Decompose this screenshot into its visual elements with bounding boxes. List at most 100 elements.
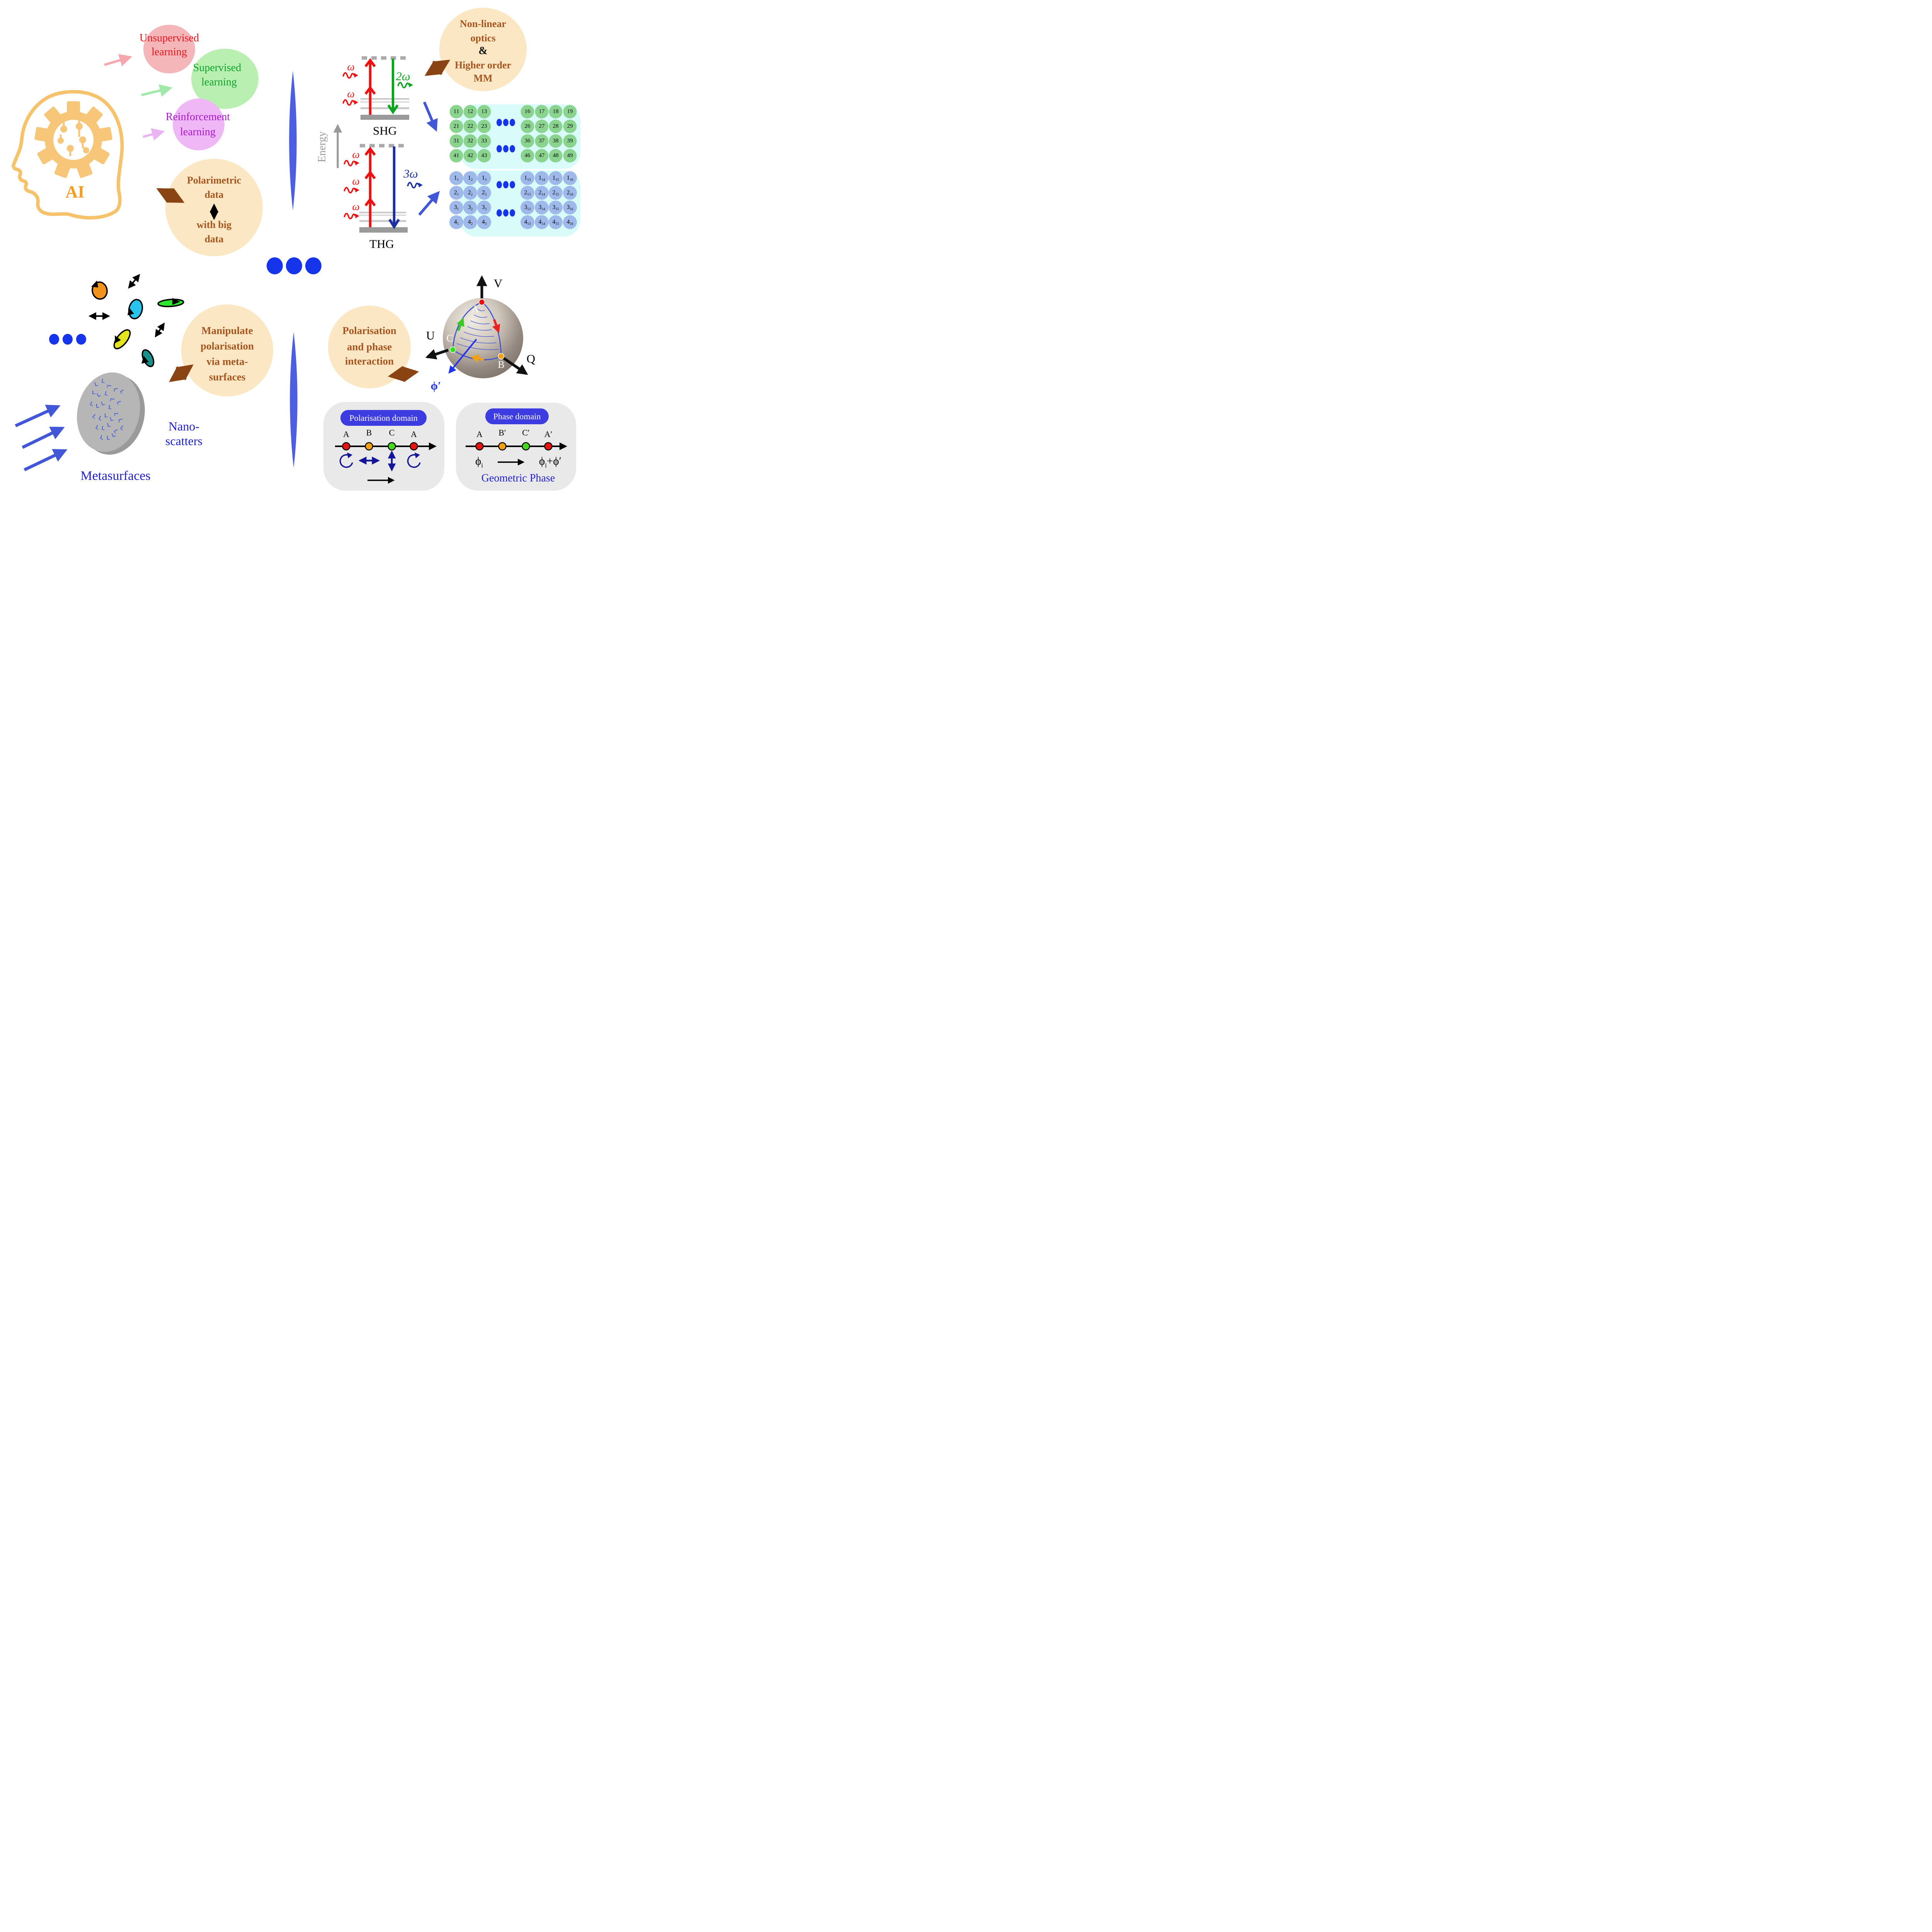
- reinforcement-arrow-icon: [143, 128, 165, 141]
- blue-matrix-cell: 3 13: [520, 201, 534, 214]
- reinforcement-label-2: learning: [180, 126, 216, 138]
- point-c-dot: [449, 346, 456, 353]
- phase-domain-pill: Phase domain: [485, 408, 549, 424]
- manipulate-line-1: Manipulate: [201, 325, 253, 337]
- nano-scatters-line-2: scatters: [165, 434, 202, 448]
- pol-point-label: B: [366, 428, 372, 437]
- sphere-point-a-label: A: [471, 303, 479, 315]
- green-matrix-cell: 26: [520, 119, 534, 133]
- nano-scatter-icon: L: [117, 418, 124, 423]
- thg-label: THG: [369, 237, 394, 251]
- photon-wavy-arrow-icon: [344, 213, 359, 219]
- interaction-line-3: interaction: [345, 355, 394, 367]
- metasurfaces-label: Metasurfaces: [80, 469, 151, 483]
- green-matrix-cell: 41: [449, 149, 463, 163]
- green-matrix-cell: 36: [520, 134, 534, 148]
- polarimetric-line-3: with big: [196, 219, 232, 230]
- domain-dot: [498, 442, 507, 451]
- path-direction-green-icon: [456, 317, 464, 332]
- domain-dot: [475, 442, 484, 451]
- geometric-phase-arrow-icon: [448, 338, 477, 374]
- photon-wavy-arrow-icon: [344, 187, 359, 194]
- pol-point-label: A: [343, 429, 349, 439]
- phase-point-label: C′: [522, 428, 530, 437]
- nano-scatter-icon: L: [94, 381, 99, 388]
- nonlinear-amp: &: [478, 45, 488, 57]
- nano-scatter-icon: L: [107, 435, 110, 441]
- path-direction-orange-icon: [470, 354, 484, 363]
- ai-label: AI: [65, 182, 85, 201]
- nano-scatter-icon: L: [96, 403, 99, 409]
- blue-matrix-cell: 3 15: [549, 201, 563, 214]
- thg-omega-2: ω: [352, 175, 360, 187]
- domain-dot: [342, 442, 350, 451]
- nano-scatters-line-1: Nano-: [168, 419, 199, 433]
- green-matrix-cell: 18: [549, 105, 563, 119]
- thg-omega-3: ω: [352, 201, 360, 213]
- polarisation-domain-pill: Polarisation domain: [340, 410, 427, 426]
- interaction-line-2: and phase: [347, 341, 392, 353]
- domain-dot: [388, 442, 396, 451]
- blue-matrix-cell: 4 13: [520, 215, 534, 229]
- blue-matrix-cell: 2 14: [535, 186, 549, 200]
- blue-matrix-cell: 1 14: [535, 171, 549, 185]
- elliptical-pol-ellipse-green: [157, 298, 184, 308]
- thg-3omega: 3ω: [403, 167, 418, 180]
- shg-2omega: 2ω: [396, 69, 410, 83]
- sphere-point-b-label: B: [498, 359, 505, 370]
- blue-matrix-cell: 1 16: [563, 171, 577, 185]
- green-matrix-cell: 11: [449, 105, 463, 119]
- green-matrix-cell: 23: [477, 119, 491, 133]
- green-matrix-cell: 31: [449, 134, 463, 148]
- nano-scatter-icon: L: [112, 388, 119, 392]
- path-direction-red-icon: [492, 319, 500, 333]
- shg-omega-2: ω: [347, 88, 355, 100]
- green-matrix-cell: 27: [535, 119, 549, 133]
- link-arrow-icon: [169, 364, 194, 382]
- rotation-arrowhead-icon: [172, 298, 180, 305]
- rotation-arrowhead-icon: [91, 281, 98, 287]
- unsupervised-label-2: learning: [151, 46, 187, 58]
- nano-scatter-icon: L: [109, 415, 114, 423]
- phase-initial-formula: ϕi: [475, 455, 483, 469]
- pol-point-label: A: [411, 429, 417, 439]
- domain-dot: [365, 442, 373, 451]
- interaction-bubble: [328, 306, 419, 388]
- unsupervised-bubble: [143, 25, 195, 73]
- polarimetric-line-2: data: [204, 189, 224, 200]
- blue-matrix-cell: 1 15: [549, 171, 563, 185]
- photon-wavy-arrow-icon: [397, 82, 413, 88]
- manipulate-line-3: via meta-: [206, 355, 248, 367]
- to-blue-matrix-arrow-icon: [418, 191, 440, 216]
- nano-scatter-icon: L: [109, 398, 116, 402]
- thg-energy-diagram: [344, 144, 423, 233]
- manipulate-line-2: polarisation: [200, 340, 254, 352]
- green-matrix-cell: 19: [563, 105, 577, 119]
- green-matrix-cell: 12: [463, 105, 477, 119]
- nano-scatter-icon: L: [107, 422, 111, 429]
- polarisation-state-symbols: [339, 450, 421, 472]
- linear-pol-arrow-icon: [128, 274, 140, 289]
- green-matrix-cell: 48: [549, 149, 563, 163]
- unsupervised-arrow-icon: [104, 54, 133, 66]
- photon-wavy-arrow-icon: [342, 99, 358, 106]
- pol-point-label: C: [389, 428, 395, 437]
- phase-domain-title: Phase domain: [493, 411, 541, 421]
- link-arrow-icon: [388, 366, 419, 382]
- blue-matrix-cell: 3 14: [535, 201, 549, 214]
- nano-scatter-icon: L: [113, 413, 119, 416]
- polarisation-states-field: [49, 274, 184, 367]
- geometric-phase-caption: Geometric Phase: [481, 472, 555, 484]
- green-matrix-cell: 46: [520, 149, 534, 163]
- blue-matrix-cell: 4 16: [563, 215, 577, 229]
- supervised-label-2: learning: [201, 76, 237, 88]
- nonlinear-line-4: MM: [473, 73, 493, 84]
